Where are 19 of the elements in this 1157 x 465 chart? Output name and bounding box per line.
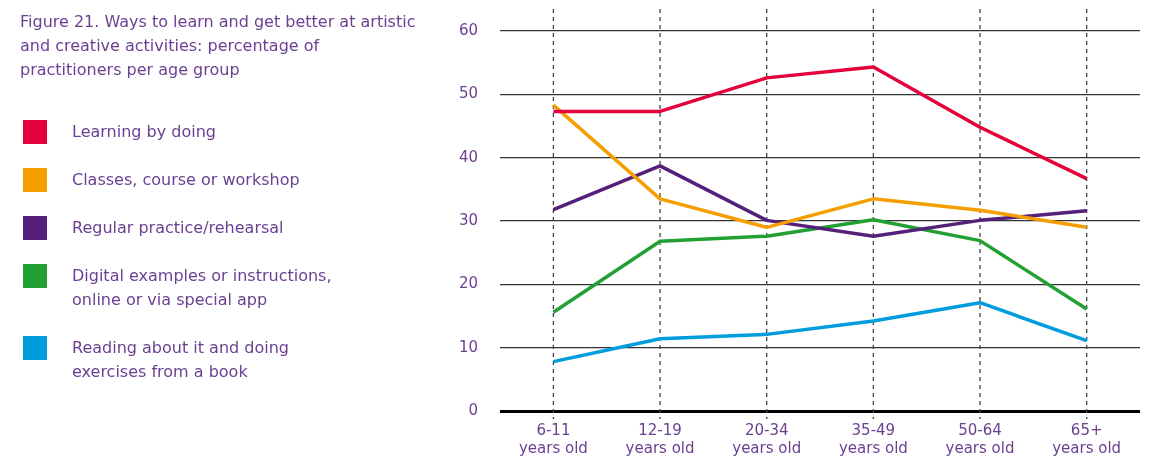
y-tick-label: 10 <box>458 337 479 356</box>
y-tick-label: 20 <box>458 274 479 293</box>
x-tick-label: 35-49 years old <box>838 420 908 457</box>
y-tick-label: 30 <box>458 210 479 229</box>
y-tick-label: 60 <box>458 20 479 39</box>
legend-label: Learning by doing <box>72 121 217 143</box>
legend-label: Reading about it and doing exercises from a book <box>72 337 290 383</box>
y-tick-label: 40 <box>458 147 479 166</box>
text: Figure 21. Ways to learn and get better at artistic and creative activities: percentage of practitioners per age group <box>20 11 417 81</box>
x-tick-label: 50-64 years old <box>945 420 1015 457</box>
x-tick-label: 6-11 years old <box>518 420 588 457</box>
y-tick-label: 0 <box>468 400 479 419</box>
x-tick-label: 12-19 years old <box>625 420 695 457</box>
legend-label: Digital examples or instructions, online or via special app <box>72 265 333 311</box>
legend-label: Regular practice/rehearsal <box>72 217 285 239</box>
x-tick-label: 20-34 years old <box>732 420 802 457</box>
x-tick-label: 65+ years old <box>1052 420 1122 457</box>
y-tick-label: 50 <box>458 84 479 103</box>
legend-label: Classes, course or workshop <box>72 169 301 191</box>
